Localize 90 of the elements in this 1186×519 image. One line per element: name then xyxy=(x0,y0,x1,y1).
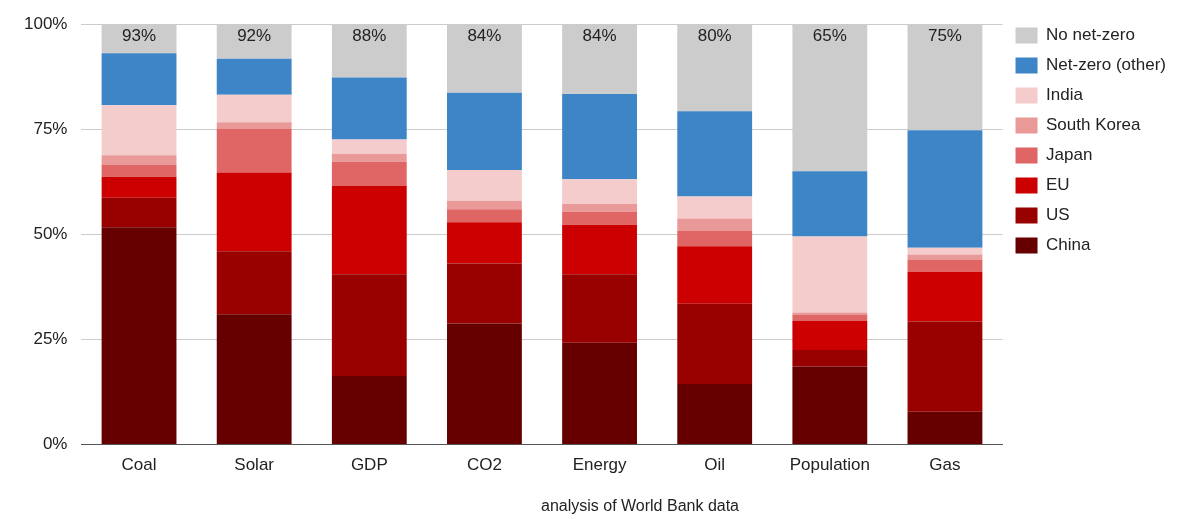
bar xyxy=(562,211,637,225)
bar xyxy=(101,53,177,106)
bar xyxy=(907,247,983,255)
bar xyxy=(447,323,522,445)
bar xyxy=(447,24,522,93)
bar xyxy=(562,203,637,212)
x-tick-label: Gas xyxy=(929,455,961,475)
legend-label: India xyxy=(1046,85,1084,105)
legend-label: South Korea xyxy=(1046,115,1142,135)
bar xyxy=(447,263,522,324)
bar xyxy=(447,222,522,264)
bar xyxy=(331,376,407,445)
bar xyxy=(216,58,292,95)
bar xyxy=(562,93,637,180)
annotation: 93% xyxy=(122,26,157,46)
bar xyxy=(907,321,983,412)
bar xyxy=(101,155,177,166)
bar xyxy=(216,314,292,445)
legend-label: Net-zero (other) xyxy=(1046,55,1166,75)
bar xyxy=(677,384,753,445)
bar xyxy=(216,24,292,59)
x-tick-label: Solar xyxy=(234,455,275,475)
annotation: 92% xyxy=(237,26,272,46)
x-tick-label: Population xyxy=(789,455,870,475)
bar xyxy=(447,92,522,171)
bar xyxy=(907,260,983,272)
annotation: 84% xyxy=(467,26,502,46)
bar xyxy=(331,161,407,187)
annotation: 80% xyxy=(697,26,732,46)
bar xyxy=(216,128,292,173)
annotation: 65% xyxy=(812,26,847,46)
bar xyxy=(677,218,753,231)
y-tick-label: 0% xyxy=(42,434,68,454)
x-tick-label: GDP xyxy=(350,455,388,475)
x-tick-label: Energy xyxy=(572,455,627,475)
bar xyxy=(101,105,177,156)
bar xyxy=(792,315,868,321)
bar xyxy=(792,366,868,445)
bar xyxy=(792,171,868,237)
bar xyxy=(907,411,983,445)
bar xyxy=(677,246,753,304)
bar xyxy=(101,197,177,228)
annotation: 75% xyxy=(927,26,962,46)
bar xyxy=(677,111,753,197)
bar xyxy=(447,209,522,223)
legend-label: No net-zero xyxy=(1046,25,1135,45)
bar xyxy=(792,321,868,351)
bar xyxy=(792,350,868,367)
bar xyxy=(331,139,407,154)
bar xyxy=(562,274,637,343)
x-tick-label: Oil xyxy=(704,455,726,475)
bar xyxy=(562,224,637,275)
bar xyxy=(331,153,407,162)
bar xyxy=(331,77,407,140)
y-tick-label: 75% xyxy=(33,118,68,138)
bar xyxy=(101,227,177,445)
bar xyxy=(101,165,177,177)
bar xyxy=(216,122,292,129)
bar xyxy=(331,186,407,275)
bar xyxy=(562,179,637,204)
y-tick-label: 50% xyxy=(33,224,68,244)
bar xyxy=(562,24,637,94)
legend-label: EU xyxy=(1046,175,1070,195)
text: analysis of World Bank data xyxy=(540,497,740,515)
legend-label: Japan xyxy=(1046,145,1093,165)
bar xyxy=(677,24,753,112)
bar xyxy=(907,130,983,248)
bar xyxy=(216,172,292,252)
bar xyxy=(562,342,637,445)
bar xyxy=(792,236,868,313)
bar xyxy=(907,271,983,322)
bar xyxy=(677,196,753,219)
annotation: 88% xyxy=(352,26,387,46)
bar xyxy=(677,230,753,247)
bar xyxy=(216,251,292,315)
x-tick-label: Coal xyxy=(121,455,157,475)
y-tick-label: 25% xyxy=(33,329,68,349)
bar xyxy=(447,200,522,210)
annotation: 84% xyxy=(582,26,617,46)
y-tick-label: 100% xyxy=(24,13,68,33)
bar xyxy=(447,170,522,201)
bar xyxy=(101,176,177,198)
x-tick-label: CO2 xyxy=(466,455,502,475)
bar xyxy=(331,24,407,78)
legend-label: US xyxy=(1046,205,1070,225)
bar xyxy=(907,254,983,261)
bar xyxy=(216,94,292,123)
bar xyxy=(677,303,753,385)
legend-label: China xyxy=(1046,235,1091,255)
bar xyxy=(331,274,407,377)
